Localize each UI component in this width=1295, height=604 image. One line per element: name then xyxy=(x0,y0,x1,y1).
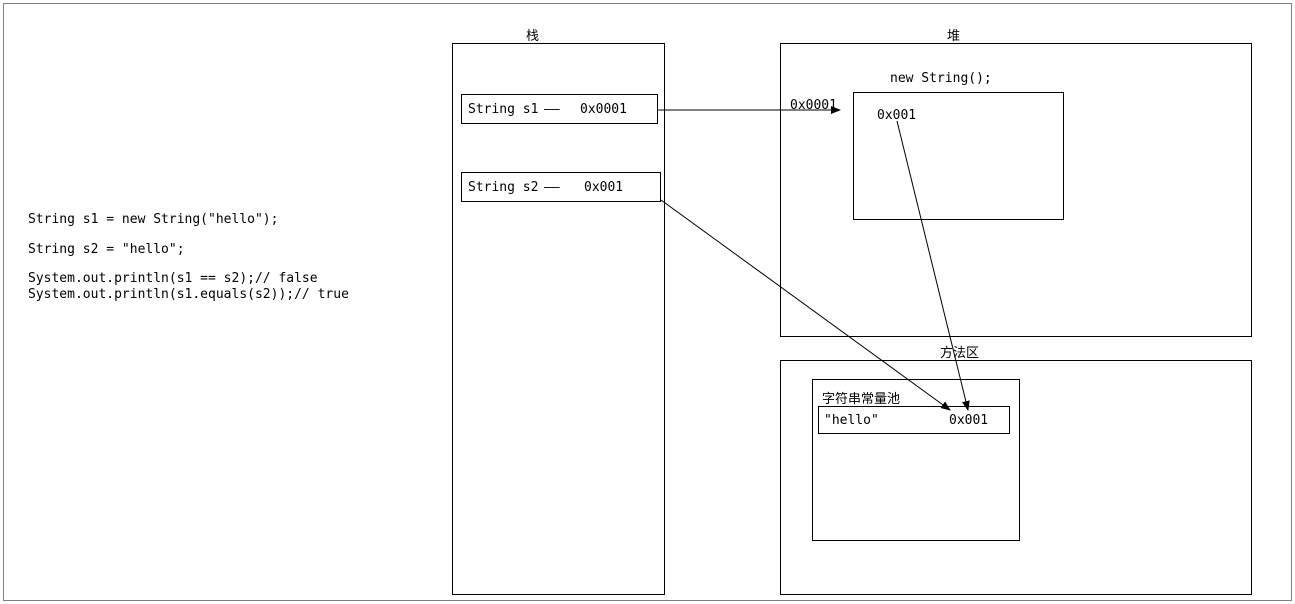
stack-s2-box: String s2 —— 0x001 xyxy=(461,172,661,202)
code-block: String s1 = new String("hello"); String … xyxy=(28,212,349,302)
newstring-title: new String(); xyxy=(890,71,992,86)
stack-title: 栈 xyxy=(526,25,539,44)
s1-dash: —— xyxy=(544,102,560,117)
s2-addr: 0x001 xyxy=(584,180,623,195)
heap-title: 堆 xyxy=(947,25,960,44)
stack-box xyxy=(452,43,665,595)
code-line-3: System.out.println(s1 == s2);// false xyxy=(28,271,349,287)
stack-s1-box: String s1 —— 0x0001 xyxy=(461,94,658,124)
code-line-1: String s1 = new String("hello"); xyxy=(28,212,349,228)
hello-addr: 0x001 xyxy=(949,413,988,428)
code-line-2: String s2 = "hello"; xyxy=(28,242,349,258)
hello-box: "hello" 0x001 xyxy=(818,406,1010,434)
heap-0x0001-label: 0x0001 xyxy=(790,98,837,113)
s2-label: String s2 xyxy=(468,180,538,195)
s2-dash: —— xyxy=(544,180,560,195)
string-pool-title: 字符串常量池 xyxy=(822,388,900,407)
newstring-inner-addr: 0x001 xyxy=(877,108,916,123)
method-area-title: 方法区 xyxy=(940,342,979,361)
code-line-4: System.out.println(s1.equals(s2));// tru… xyxy=(28,287,349,303)
s1-label: String s1 xyxy=(468,102,538,117)
s1-addr: 0x0001 xyxy=(580,102,627,117)
hello-text: "hello" xyxy=(824,413,879,428)
